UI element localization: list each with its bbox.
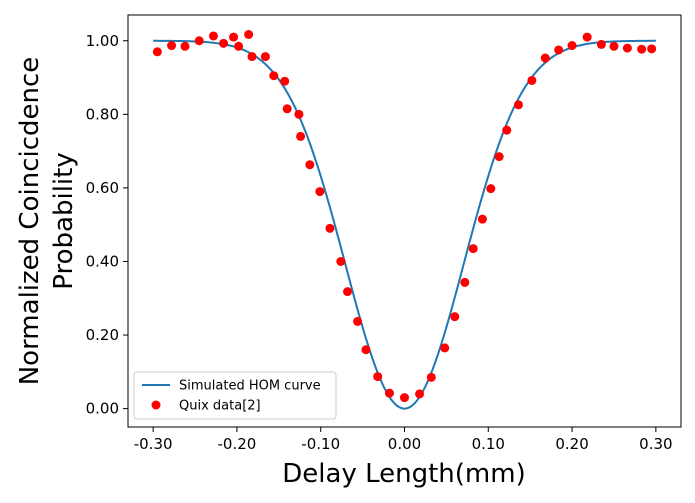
data-point — [305, 160, 315, 170]
data-point — [280, 76, 290, 86]
data-point — [208, 31, 218, 41]
data-point — [622, 43, 632, 53]
data-point — [567, 41, 577, 51]
x-axis-label: Delay Length(mm) — [282, 459, 525, 489]
x-tick-label: -0.10 — [301, 435, 340, 453]
data-point — [502, 125, 512, 135]
data-point — [477, 214, 487, 224]
data-point — [426, 372, 436, 382]
data-point — [554, 45, 564, 55]
y-tick-label: 0.60 — [86, 179, 119, 197]
data-point — [440, 343, 450, 353]
data-point — [336, 256, 346, 266]
x-tick-label: -0.30 — [134, 435, 173, 453]
y-axis-ticks: 0.00 0.20 0.40 0.60 0.80 1.00 — [86, 32, 128, 418]
data-point — [637, 44, 647, 54]
data-point — [167, 41, 177, 51]
y-tick-label: 0.40 — [86, 252, 119, 270]
data-point — [180, 41, 190, 51]
data-point — [486, 184, 496, 194]
data-point — [247, 52, 257, 62]
data-point — [540, 53, 550, 63]
x-axis-ticks: -0.30 -0.20 -0.10 0.00 0.10 0.20 0.30 — [134, 427, 673, 453]
data-point — [415, 389, 425, 399]
data-point — [361, 345, 371, 355]
data-point — [343, 287, 353, 297]
data-point — [269, 71, 279, 81]
data-point — [294, 109, 304, 119]
legend-dot-swatch — [151, 400, 161, 410]
y-axis-label: Normalized Coincicdence Probability — [15, 57, 79, 386]
data-point — [513, 100, 523, 110]
y-tick-label: 0.20 — [86, 326, 119, 344]
data-point — [282, 104, 292, 114]
data-point — [468, 244, 478, 254]
x-tick-label: 0.00 — [388, 435, 421, 453]
data-point — [260, 52, 270, 62]
data-point — [527, 75, 537, 85]
data-point — [647, 44, 657, 54]
data-point — [384, 388, 394, 398]
y-axis-label-line-1: Normalized Coincicdence — [15, 57, 45, 386]
legend: Simulated HOM curve Quix data[2] — [133, 371, 337, 420]
y-tick-label: 0.80 — [86, 105, 119, 123]
data-point — [450, 312, 460, 322]
data-point — [315, 187, 325, 197]
data-point — [400, 393, 409, 403]
data-point — [234, 41, 244, 51]
data-point — [152, 47, 162, 57]
y-tick-label: 0.00 — [86, 400, 119, 418]
legend-box — [133, 371, 337, 420]
data-point — [296, 131, 306, 141]
data-point — [219, 38, 229, 48]
data-point — [325, 223, 335, 233]
data-point — [494, 152, 504, 162]
x-tick-label: 0.30 — [639, 435, 672, 453]
data-point — [353, 316, 363, 326]
data-point — [373, 372, 383, 382]
data-point — [194, 36, 204, 46]
x-tick-label: 0.10 — [472, 435, 505, 453]
x-tick-label: -0.20 — [218, 435, 257, 453]
y-axis-label-line-2: Probability — [49, 152, 79, 289]
data-point — [229, 32, 239, 42]
series-quix-data — [152, 30, 657, 403]
x-tick-label: 0.20 — [555, 435, 588, 453]
data-point — [244, 30, 254, 39]
legend-label-simulated: Simulated HOM curve — [179, 379, 321, 394]
data-point — [582, 32, 592, 42]
data-point — [460, 277, 470, 287]
data-point — [609, 41, 619, 51]
legend-label-quix: Quix data[2] — [179, 399, 261, 414]
y-tick-label: 1.00 — [86, 32, 119, 50]
data-point — [596, 39, 606, 49]
